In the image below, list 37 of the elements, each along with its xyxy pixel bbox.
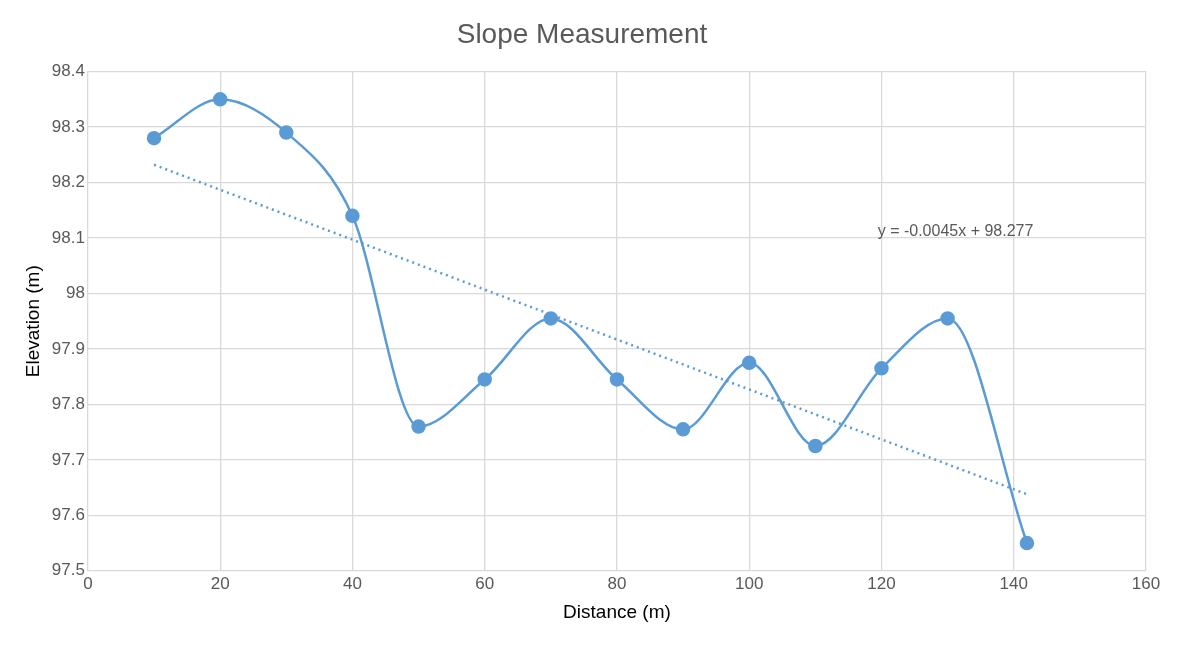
x-tick-label: 140 bbox=[999, 573, 1028, 593]
y-tick-label: 98 bbox=[65, 283, 85, 303]
x-tick-label: 160 bbox=[1131, 573, 1161, 593]
y-tick-label: 97.6 bbox=[51, 505, 85, 525]
point bbox=[1019, 535, 1035, 551]
point bbox=[741, 355, 757, 371]
x-tick-label: 20 bbox=[210, 573, 230, 593]
x-tick-label: 0 bbox=[83, 573, 93, 593]
x-tick-label: 80 bbox=[607, 573, 627, 593]
y-tick-label: 97.9 bbox=[51, 338, 85, 358]
point bbox=[543, 311, 559, 326]
point bbox=[675, 422, 691, 437]
x-tick-label: 60 bbox=[475, 573, 495, 593]
point bbox=[411, 419, 426, 434]
point bbox=[146, 130, 162, 146]
y-tick-label: 97.8 bbox=[51, 394, 85, 414]
x-tick-label: 120 bbox=[867, 573, 896, 593]
x-tick-label: 100 bbox=[735, 573, 764, 593]
annotation: y = -0.0045x + 98.277 bbox=[877, 221, 1034, 239]
x-tick-label: 40 bbox=[342, 573, 362, 593]
y-tick-label: 97.7 bbox=[51, 449, 85, 469]
point bbox=[279, 125, 294, 140]
point bbox=[808, 438, 823, 454]
y-axis-title: Elevation (m) bbox=[21, 265, 43, 378]
y-tick-label: 98.2 bbox=[51, 172, 85, 192]
point bbox=[212, 92, 228, 107]
x-axis-title: Distance (m) bbox=[563, 600, 671, 622]
y-tick-label: 98.4 bbox=[51, 61, 85, 81]
y-tick-label: 97.5 bbox=[51, 560, 85, 580]
point bbox=[940, 311, 955, 326]
point bbox=[874, 361, 889, 376]
chart-title: Slope Measurement bbox=[456, 17, 708, 49]
y-tick-label: 98.3 bbox=[51, 116, 85, 136]
point bbox=[345, 208, 360, 224]
y-tick-label: 98.1 bbox=[51, 227, 85, 247]
point bbox=[477, 372, 492, 387]
point bbox=[609, 372, 625, 387]
